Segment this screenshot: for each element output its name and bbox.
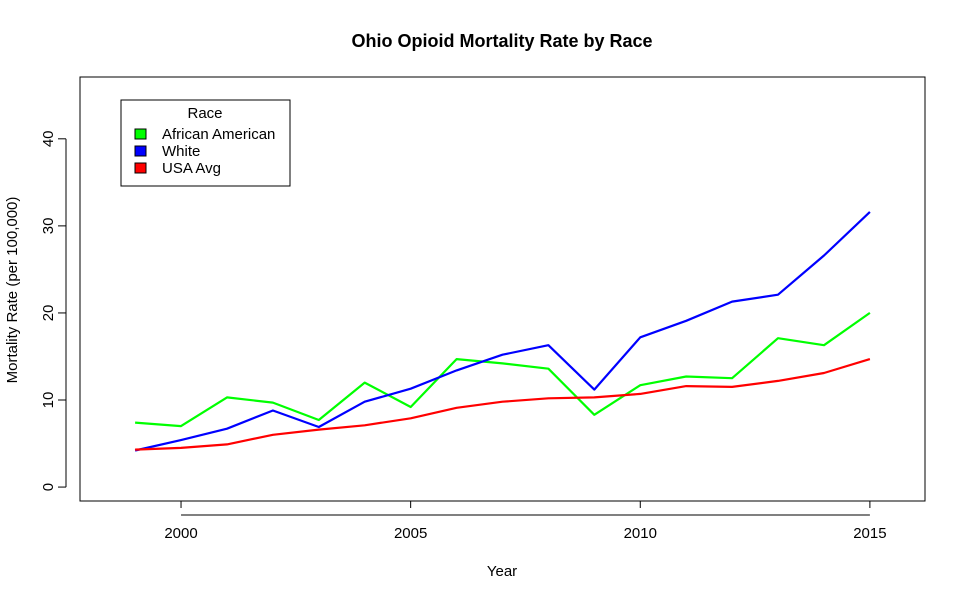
legend-label-white: White: [162, 143, 200, 160]
x-tick-label: 2015: [853, 525, 886, 542]
legend-swatch-white: [134, 145, 147, 157]
legend-label-usa-avg: USA Avg: [162, 160, 221, 177]
x-axis-label: Year: [487, 563, 517, 580]
series-line-usa-avg: [135, 358, 871, 451]
x-tick-label: 2005: [394, 525, 427, 542]
y-axis: 0 10 20 30 40: [40, 130, 67, 491]
series-line-african-american: [135, 312, 871, 428]
series-layer: [134, 211, 871, 452]
x-tick-label: 2000: [164, 525, 197, 542]
y-tick-label: 10: [40, 392, 57, 409]
x-axis: 2000 2005 2010 2015: [164, 501, 887, 542]
legend-swatch-usa-avg: [134, 162, 147, 174]
series-line-white: [134, 211, 871, 452]
plot-frame: [79, 76, 926, 502]
y-tick-label: 30: [40, 218, 57, 235]
y-axis-label: Mortality Rate (per 100,000): [4, 197, 21, 384]
y-tick-label: 20: [40, 305, 57, 322]
legend-title: Race: [187, 105, 222, 122]
legend-swatch-african-american: [134, 128, 147, 140]
legend-label-african-american: African American: [162, 126, 275, 143]
legend-box: [120, 99, 291, 187]
y-tick-label: 0: [40, 483, 57, 491]
y-tick-label: 40: [40, 130, 57, 147]
x-tick-label: 2010: [624, 525, 657, 542]
chart-title: Ohio Opioid Mortality Rate by Race: [351, 31, 652, 51]
